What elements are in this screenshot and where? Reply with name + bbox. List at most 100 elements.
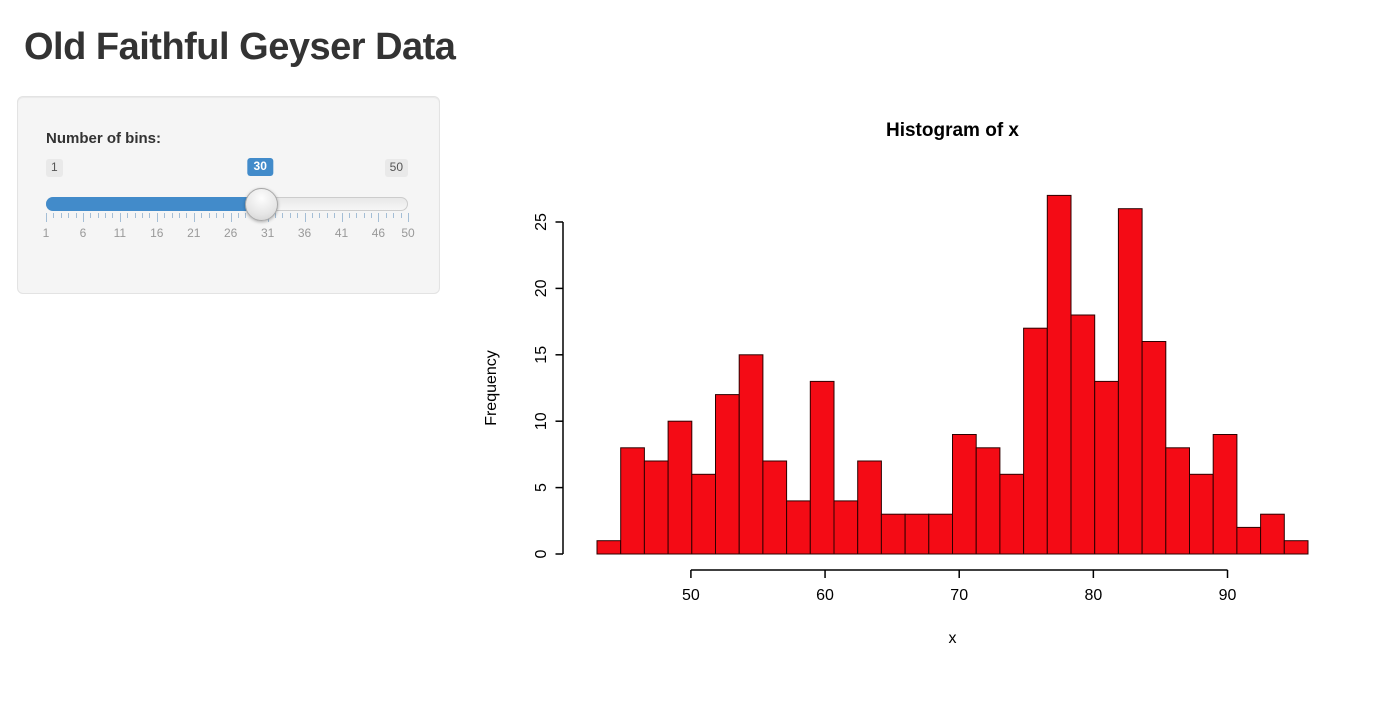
- slider-grid-tick: [142, 213, 144, 218]
- histogram-bar: [596, 540, 622, 555]
- slider-grid-tick: [319, 213, 321, 218]
- chart-title: Histogram of x: [886, 120, 1019, 141]
- slider-grid-label: 21: [187, 226, 201, 240]
- histogram-bar: [1189, 473, 1214, 555]
- slider-grid-tick: [178, 213, 180, 218]
- histogram-bar: [1260, 513, 1285, 555]
- histogram-bar: [643, 460, 669, 555]
- slider-grid-tick: [112, 213, 114, 218]
- x-tick-label: 80: [1084, 587, 1102, 604]
- slider-grid-tick: [230, 213, 232, 222]
- slider-grid-tick: [53, 213, 55, 218]
- slider-grid-label: 50: [401, 226, 415, 240]
- histogram-bar: [1094, 380, 1119, 555]
- slider-grid-label: 16: [150, 226, 164, 240]
- bins-slider: 1 50 30 1 6 11 16 21 26 31 36 41 46 50: [42, 155, 415, 265]
- y-tick-label: 0: [533, 549, 550, 558]
- bins-slider-handle[interactable]: [244, 188, 278, 221]
- slider-grid-label: 6: [79, 226, 87, 240]
- histogram-bar: [1283, 540, 1309, 555]
- histogram-bar: [904, 513, 930, 555]
- x-axis-title: x: [949, 630, 957, 647]
- histogram-bar: [738, 354, 764, 555]
- slider-grid-label: 31: [260, 226, 275, 240]
- slider-grid-tick: [60, 213, 62, 218]
- slider-grid-tick: [82, 213, 84, 222]
- slider-grid-tick: [134, 213, 136, 218]
- x-axis: [690, 569, 1229, 578]
- slider-grid-label: 1: [42, 226, 50, 240]
- histogram-bar: [620, 447, 645, 555]
- slider-grid-tick: [400, 213, 402, 218]
- histogram-bar: [1165, 447, 1190, 555]
- bins-slider-panel: Number of bins: 1 50 30 1 6 11 16 21 26 31 36 41…: [17, 96, 440, 294]
- histogram-bar: [928, 513, 953, 555]
- slider-grid-tick: [186, 213, 188, 218]
- bins-slider-grid: 1 6 11 16 21 26 31 36 41 46 50: [42, 213, 415, 257]
- slider-grid-tick: [408, 213, 409, 222]
- x-tick-label: 60: [816, 587, 834, 604]
- slider-grid-tick: [215, 213, 217, 218]
- y-axis: [555, 221, 564, 555]
- histogram-bar: [691, 473, 717, 555]
- slider-grid-tick: [363, 213, 365, 218]
- y-tick-label: 25: [533, 213, 550, 231]
- slider-grid-tick: [385, 213, 387, 218]
- page-title: Old Faithful Geyser Data: [24, 26, 456, 68]
- histogram-bar: [667, 420, 693, 555]
- histogram-bar: [762, 460, 788, 555]
- histogram-bar: [857, 460, 882, 555]
- slider-grid-tick: [275, 213, 277, 218]
- slider-grid-tick: [393, 213, 395, 218]
- y-axis-title: Frequency: [483, 350, 500, 426]
- x-tick-label: 90: [1219, 587, 1237, 604]
- slider-grid-tick: [311, 213, 313, 218]
- slider-min-label: 1: [46, 159, 63, 177]
- histogram-bar: [1023, 327, 1048, 555]
- slider-grid-tick: [238, 213, 240, 218]
- slider-grid-tick: [127, 213, 129, 218]
- slider-grid-tick: [289, 213, 291, 218]
- slider-grid-tick: [326, 213, 328, 218]
- slider-grid-tick: [341, 213, 343, 222]
- bins-slider-fill: [46, 197, 261, 211]
- slider-grid-tick: [97, 213, 99, 218]
- slider-grid-tick: [90, 213, 92, 218]
- slider-grid-tick: [304, 213, 306, 222]
- histogram-bar: [1070, 314, 1096, 555]
- x-tick-label: 70: [950, 587, 968, 604]
- slider-grid-tick: [156, 213, 158, 222]
- slider-grid-tick: [75, 213, 77, 218]
- slider-grid-tick: [348, 213, 350, 218]
- slider-grid-label: 11: [113, 226, 127, 240]
- slider-grid-tick: [223, 213, 225, 218]
- histogram-bar: [952, 434, 977, 555]
- slider-grid-tick: [105, 213, 107, 218]
- histogram-bar: [1212, 434, 1238, 555]
- slider-grid-tick: [164, 213, 166, 218]
- y-tick-label: 20: [533, 279, 550, 297]
- slider-grid-tick: [334, 213, 336, 218]
- histogram-bar: [809, 380, 835, 555]
- histogram-bars: [596, 194, 1309, 555]
- x-tick-label: 50: [682, 587, 700, 604]
- y-tick-label: 5: [533, 483, 550, 492]
- histogram-svg: Histogram of x 0 5 10 15 20 25 Frequency 50 60 70 8…: [483, 120, 1309, 647]
- slider-grid-label: 41: [334, 226, 349, 240]
- y-tick-label: 15: [533, 346, 550, 364]
- slider-value-badge: 30: [247, 158, 273, 176]
- histogram-bar: [786, 500, 811, 555]
- slider-grid-tick: [171, 213, 173, 218]
- slider-max-label: 50: [384, 159, 408, 177]
- histogram-bar: [1141, 341, 1167, 555]
- slider-grid-tick: [356, 213, 358, 218]
- histogram-bar: [1236, 526, 1262, 555]
- slider-grid-tick: [149, 213, 151, 218]
- slider-grid-tick: [68, 213, 70, 218]
- slider-grid-label: 46: [371, 226, 386, 240]
- slider-grid-tick: [208, 213, 210, 218]
- slider-grid-tick: [119, 213, 121, 222]
- bins-slider-label: Number of bins:: [46, 130, 161, 147]
- y-tick-label: 10: [533, 412, 550, 430]
- slider-grid-label: 26: [224, 226, 238, 240]
